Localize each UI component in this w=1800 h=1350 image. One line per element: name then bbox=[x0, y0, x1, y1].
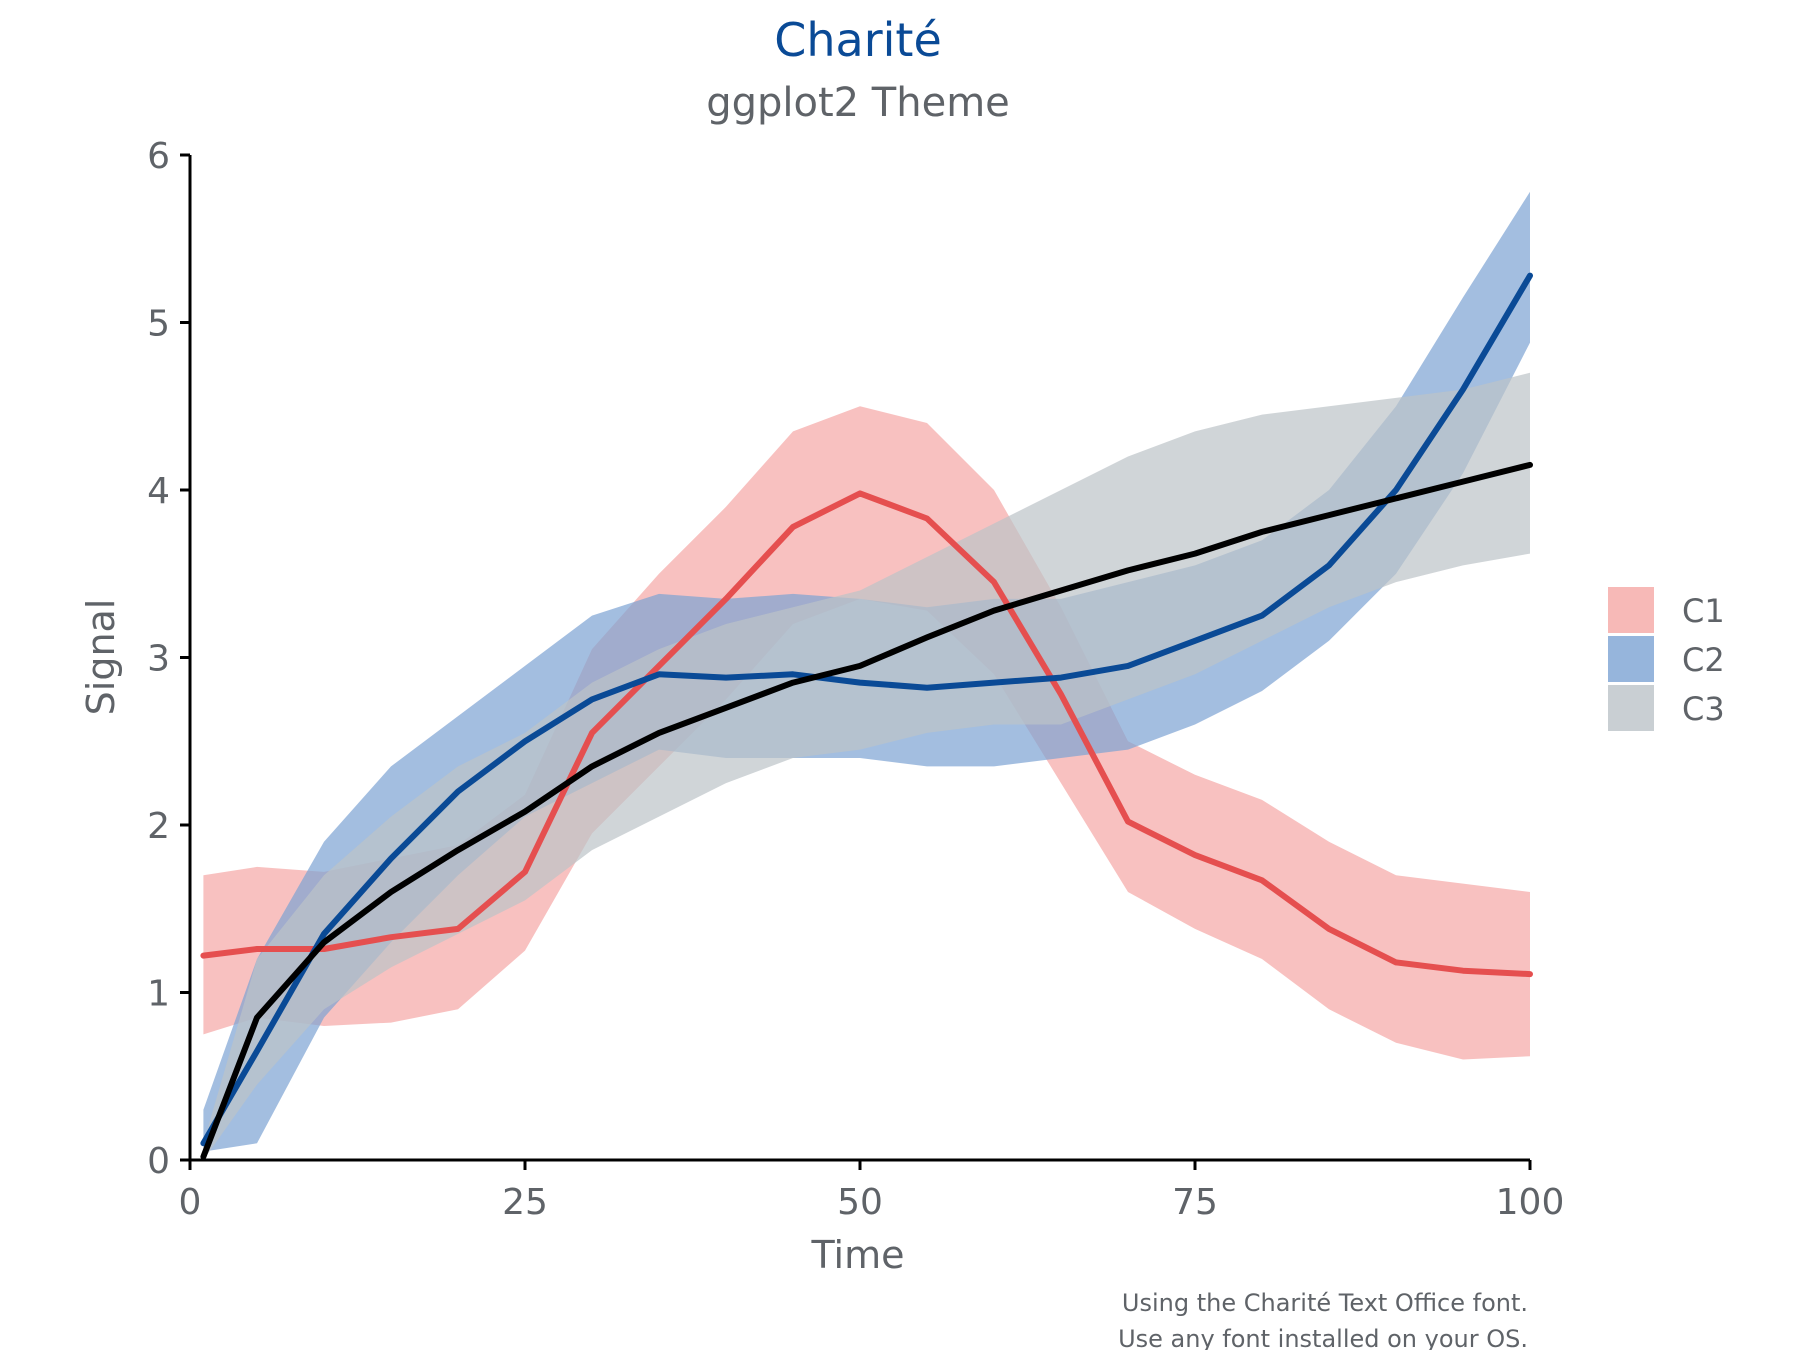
y-tick-label: 2 bbox=[147, 806, 170, 847]
legend-label-c1: C1 bbox=[1682, 592, 1725, 630]
caption-line-1: Using the Charité Text Office font. bbox=[1122, 1289, 1528, 1317]
x-axis-title: Time bbox=[811, 1233, 905, 1277]
legend-key-c3 bbox=[1608, 685, 1654, 731]
x-tick-label: 100 bbox=[1496, 1182, 1565, 1223]
legend-key-c2 bbox=[1608, 636, 1654, 682]
chart-title: Charité bbox=[774, 13, 942, 67]
legend-label-c2: C2 bbox=[1682, 641, 1725, 679]
y-tick-label: 0 bbox=[147, 1141, 170, 1182]
band-c1 bbox=[203, 406, 1530, 1060]
line-c1 bbox=[200, 490, 1533, 978]
x-tick-label: 75 bbox=[1172, 1182, 1218, 1223]
chart-subtitle: ggplot2 Theme bbox=[706, 80, 1010, 126]
legend-key-c1 bbox=[1608, 587, 1654, 633]
band-c3 bbox=[203, 372, 1530, 1160]
x-tick-label: 0 bbox=[179, 1182, 202, 1223]
axes: 0 25 50 75 100 0 1 2 3 4 5 6 bbox=[147, 136, 1564, 1223]
series-lines bbox=[200, 272, 1533, 1160]
y-axis-title: Signal bbox=[79, 599, 123, 716]
y-tick-label: 3 bbox=[147, 639, 170, 680]
y-tick-label: 5 bbox=[147, 304, 170, 345]
legend: C1 C2 C3 bbox=[1608, 587, 1725, 731]
y-tick-label: 4 bbox=[147, 471, 170, 512]
caption-line-2: Use any font installed on your OS. bbox=[1118, 1325, 1528, 1350]
confidence-bands bbox=[203, 191, 1530, 1160]
x-tick-label: 50 bbox=[837, 1182, 883, 1223]
y-tick-label: 1 bbox=[147, 974, 170, 1015]
x-tick-label: 25 bbox=[502, 1182, 548, 1223]
line-c3 bbox=[200, 461, 1533, 1160]
line-c2 bbox=[200, 272, 1533, 1147]
y-tick-label: 6 bbox=[147, 136, 170, 177]
legend-label-c3: C3 bbox=[1682, 690, 1725, 728]
